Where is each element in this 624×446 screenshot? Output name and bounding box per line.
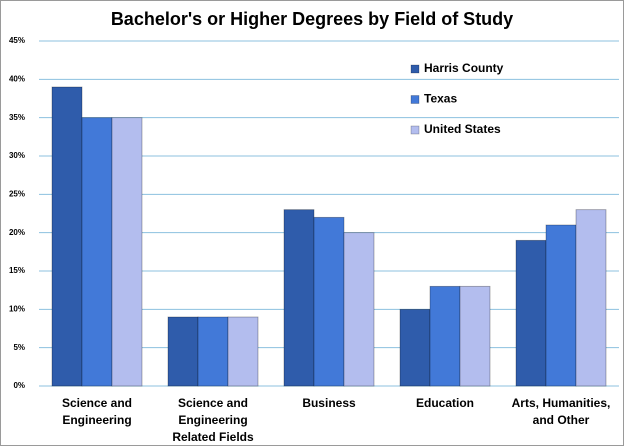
- bar: [81, 117, 113, 387]
- bar: [227, 316, 259, 387]
- legend-label: United States: [424, 122, 501, 136]
- bar: [459, 285, 491, 387]
- bar: [545, 224, 577, 387]
- legend-label: Harris County: [424, 61, 504, 75]
- y-tick-label: 40%: [9, 74, 25, 83]
- x-tick-label: Science and Engineering Related Fields: [172, 396, 254, 444]
- legend-marker: [410, 64, 420, 74]
- bar: [575, 209, 607, 387]
- bar: [343, 232, 375, 387]
- bar: [313, 216, 345, 387]
- legend-marker: [410, 125, 420, 135]
- y-tick-label: 10%: [9, 304, 25, 313]
- bar: [399, 308, 431, 387]
- y-tick-label: 45%: [9, 36, 25, 45]
- y-tick-label: 0%: [13, 381, 25, 390]
- bar: [283, 209, 315, 387]
- legend-marker: [410, 95, 420, 104]
- y-tick-label: 35%: [9, 113, 25, 122]
- y-tick-label: 20%: [9, 228, 25, 237]
- y-tick-label: 5%: [13, 343, 25, 352]
- legend-label: Texas: [424, 92, 457, 106]
- bar: [51, 86, 83, 387]
- bar: [111, 117, 143, 387]
- bar: [515, 239, 547, 387]
- y-tick-label: 25%: [9, 189, 25, 198]
- x-tick-label: Education: [415, 396, 474, 410]
- x-tick-label: Business: [302, 396, 356, 410]
- y-tick-label: 15%: [9, 266, 25, 275]
- x-tick-label: Arts, Humanities, and Other: [511, 396, 611, 427]
- y-tick-label: 30%: [9, 151, 25, 160]
- bar: [429, 285, 461, 387]
- chart-title: Bachelor's or Higher Degrees by Field of…: [111, 9, 513, 29]
- x-tick-label: Science and Engineering: [61, 396, 133, 427]
- bar: [167, 316, 199, 387]
- bar: [197, 316, 229, 387]
